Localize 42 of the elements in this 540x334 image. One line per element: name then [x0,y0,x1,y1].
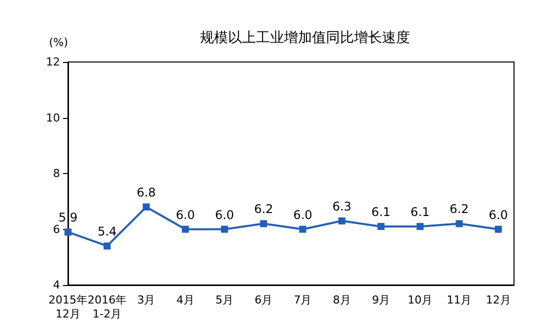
data-label: 6.8 [136,185,156,200]
point [377,222,384,230]
chart-title: 规模以上工业增加值同比增长速度 [200,30,410,46]
x-tick-label: 8月 [332,294,351,306]
x-tick-label: 4月 [176,294,194,306]
y-tick-label: 4 [53,278,60,292]
y-tick-label: 6 [53,222,60,236]
y-tick-label: 10 [46,111,60,124]
point [338,217,346,224]
x-tick-label: 7月 [294,294,312,306]
x-tick-label: 5月 [215,294,234,306]
point [182,226,189,233]
point [299,226,306,233]
data-label: 5.4 [98,224,117,238]
x-tick-label: 11月 [446,294,472,306]
y-tick-label: 8 [53,167,60,180]
data-label: 6.0 [488,208,508,222]
x-tick-label: 10月 [408,294,433,306]
point [220,226,228,233]
x-tick-label: 2015年 12月 [48,294,88,320]
data-label: 6.0 [214,208,234,222]
data-label: 6.2 [254,202,274,216]
data-label: 6.2 [450,202,469,216]
point [494,226,502,233]
x-tick-label: 9月 [372,294,390,306]
x-tick-label: 2016年 1-2月 [88,294,127,320]
y-tick-label: 12 [46,56,60,68]
x-tick-label: 12月 [486,294,511,306]
data-label: 6.1 [410,204,430,219]
point [260,220,268,228]
data-label: 6.3 [332,199,352,214]
point [142,203,150,210]
x-tick-label: 3月 [137,294,156,306]
data-label: 6.0 [176,208,195,222]
point [416,222,424,230]
point [456,220,463,228]
data-label: 6.0 [293,208,312,222]
y-axis-title: (%) [48,36,68,49]
data-label: 6.1 [371,204,391,219]
point [64,228,72,236]
point [104,242,111,250]
x-tick-label: 6月 [254,294,273,306]
